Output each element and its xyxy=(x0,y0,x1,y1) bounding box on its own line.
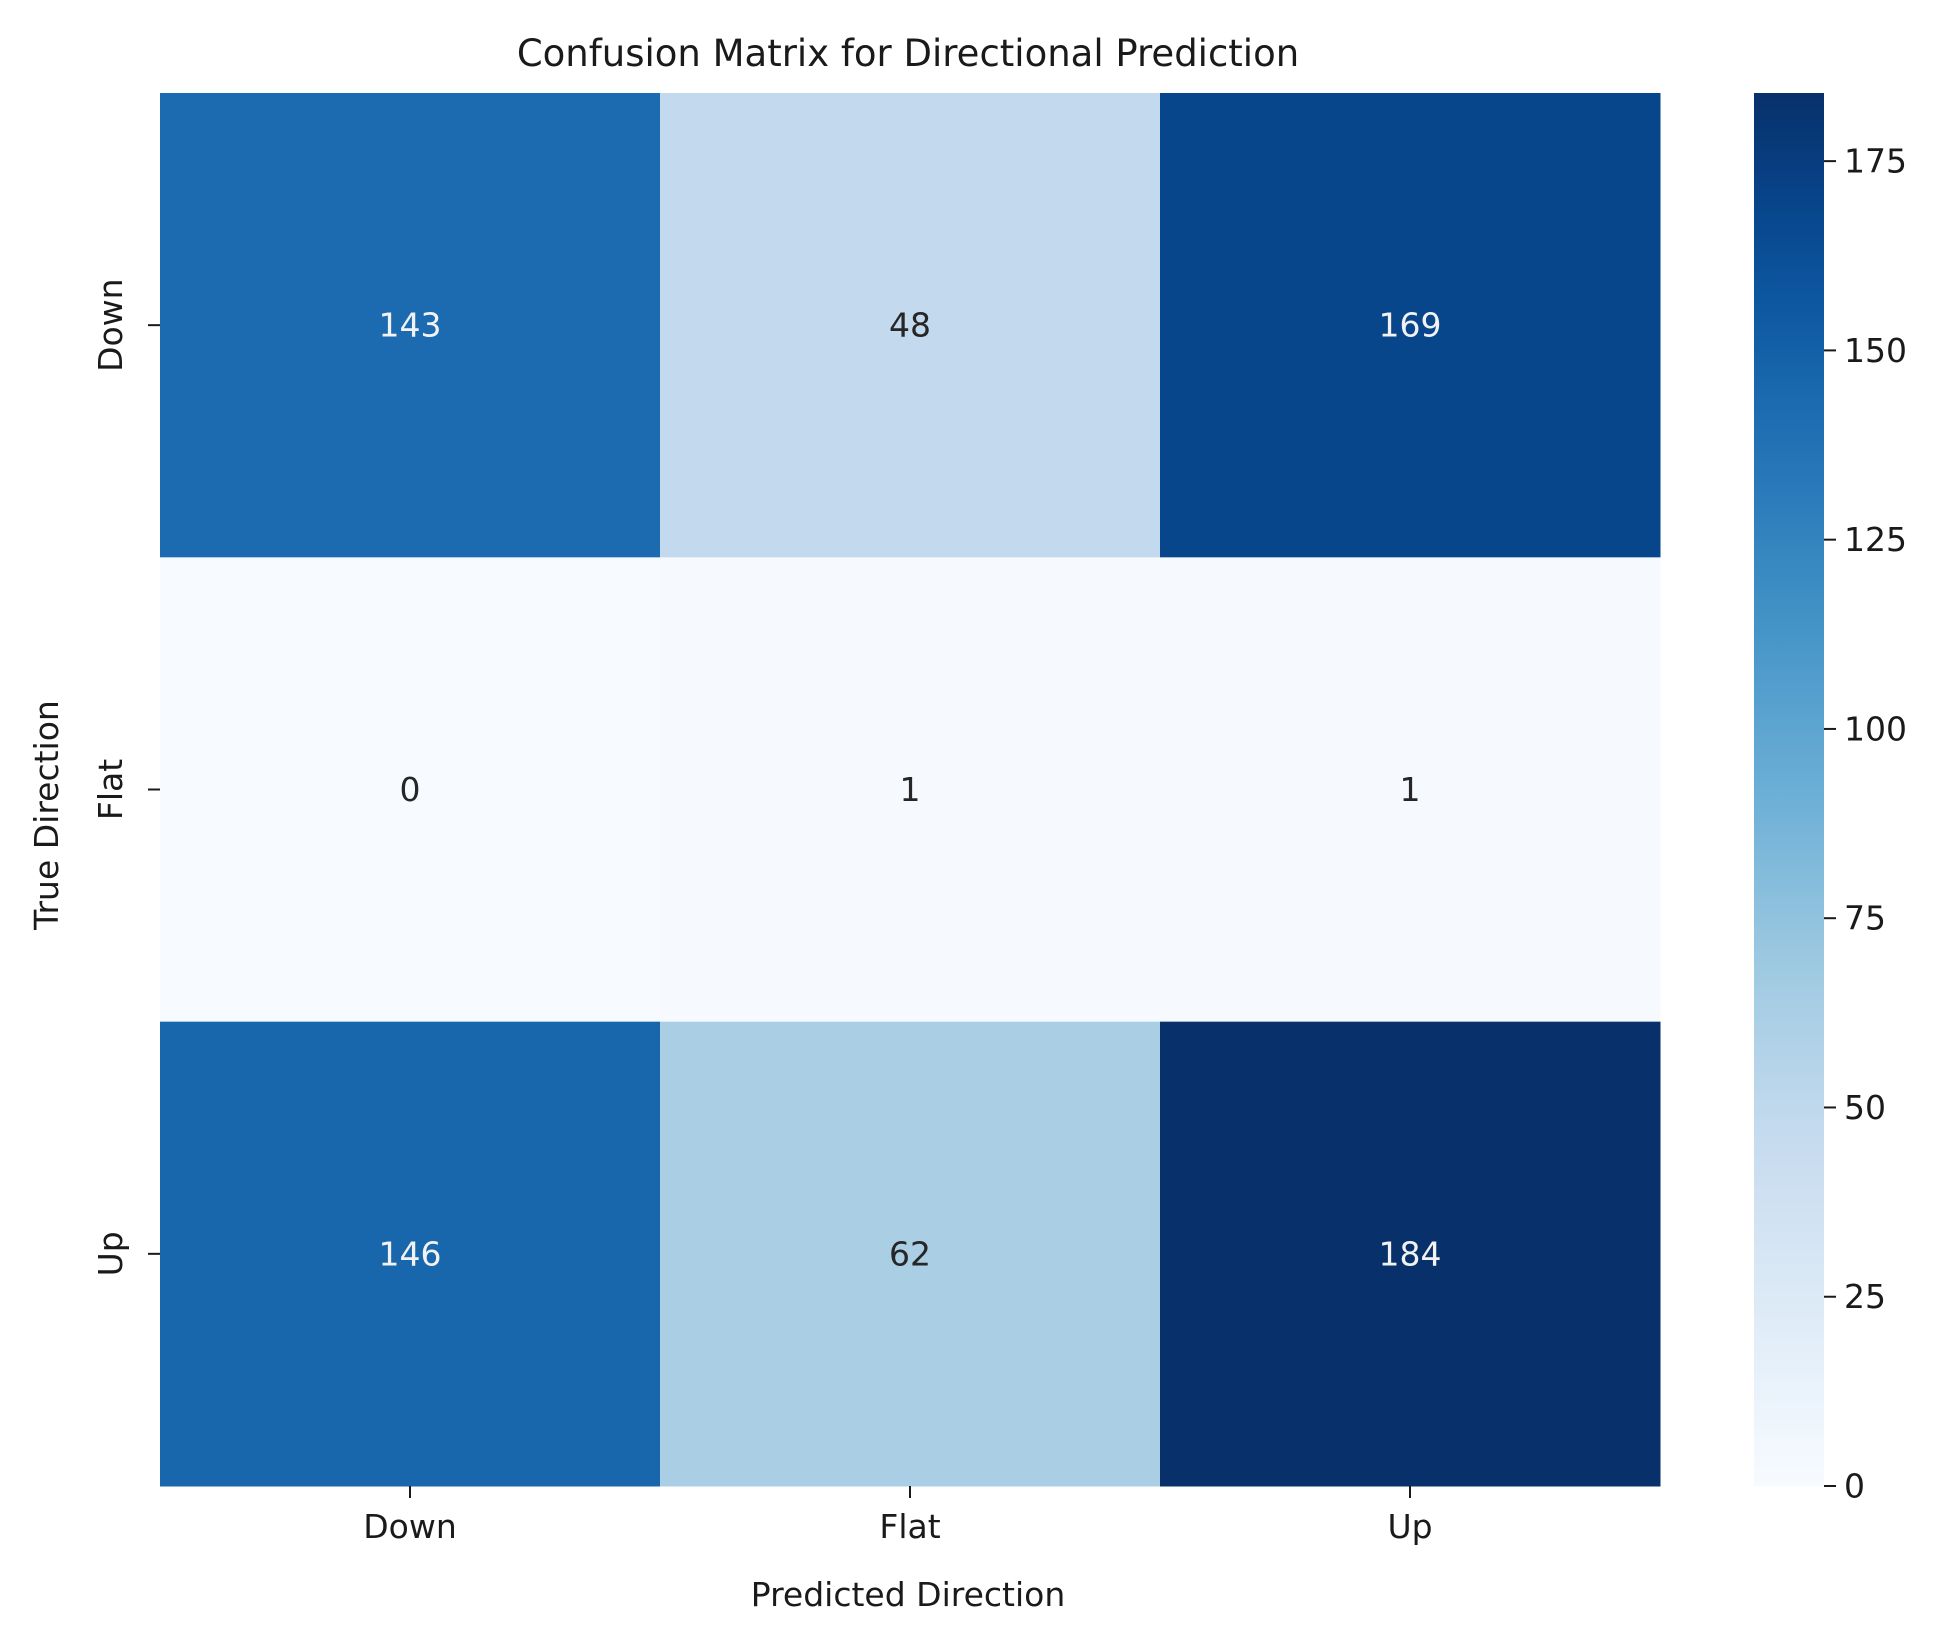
colorbar-tick-label: 0 xyxy=(1844,1467,1865,1506)
x-tick-label: Up xyxy=(1387,1507,1432,1546)
colorbar-tick-label: 125 xyxy=(1844,520,1907,559)
y-tick-label: Flat xyxy=(91,759,130,820)
colorbar-ticks: 0 25 50 75 100 125 150 175 xyxy=(1824,142,1907,1506)
cell-value-label: 143 xyxy=(379,306,442,345)
colorbar-tick-label: 100 xyxy=(1844,709,1907,748)
colorbar-tick-label: 50 xyxy=(1844,1088,1886,1127)
heatmap-cell xyxy=(160,557,661,1023)
colorbar-tick-label: 25 xyxy=(1844,1277,1886,1316)
cell-value-label: 1 xyxy=(1400,770,1421,809)
heatmap-cell xyxy=(660,557,1161,1023)
y-tick-label: Down xyxy=(91,278,130,372)
heatmap-cell xyxy=(660,93,1161,558)
cell-value-label: 62 xyxy=(889,1234,931,1273)
colorbar-tick-label: 175 xyxy=(1844,142,1907,181)
heatmap-cell xyxy=(160,93,661,558)
x-tick-label: Flat xyxy=(879,1507,940,1546)
y-tick-label: Up xyxy=(91,1231,130,1276)
cell-value-label: 184 xyxy=(1379,1234,1442,1273)
colorbar-tick-label: 75 xyxy=(1844,899,1886,938)
cell-value-label: 146 xyxy=(379,1234,442,1273)
x-axis-ticks: Down Flat Up xyxy=(363,1486,1433,1546)
colorbar-tick-label: 150 xyxy=(1844,331,1907,370)
y-axis-label: True Direction xyxy=(27,700,66,931)
heatmap-cell xyxy=(160,1021,661,1487)
cell-value-labels: 143 48 169 0 1 1 146 62 184 xyxy=(379,306,1442,1274)
heatmap-cell xyxy=(1160,1021,1661,1487)
x-axis-label: Predicted Direction xyxy=(751,1575,1065,1614)
heatmap-cells xyxy=(160,93,1661,1487)
cell-value-label: 48 xyxy=(889,306,931,345)
chart-title: Confusion Matrix for Directional Predict… xyxy=(517,32,1299,75)
cell-value-label: 169 xyxy=(1379,306,1442,345)
heatmap-cell xyxy=(1160,557,1661,1023)
heatmap-cell xyxy=(660,1021,1161,1487)
colorbar-bar xyxy=(1754,93,1824,1486)
heatmap-cell xyxy=(1160,93,1661,558)
y-axis-ticks: Down Flat Up xyxy=(91,278,160,1276)
colorbar: 0 25 50 75 100 125 150 175 xyxy=(1754,93,1907,1506)
cell-value-label: 0 xyxy=(400,770,421,809)
x-tick-label: Down xyxy=(363,1507,457,1546)
cell-value-label: 1 xyxy=(900,770,921,809)
